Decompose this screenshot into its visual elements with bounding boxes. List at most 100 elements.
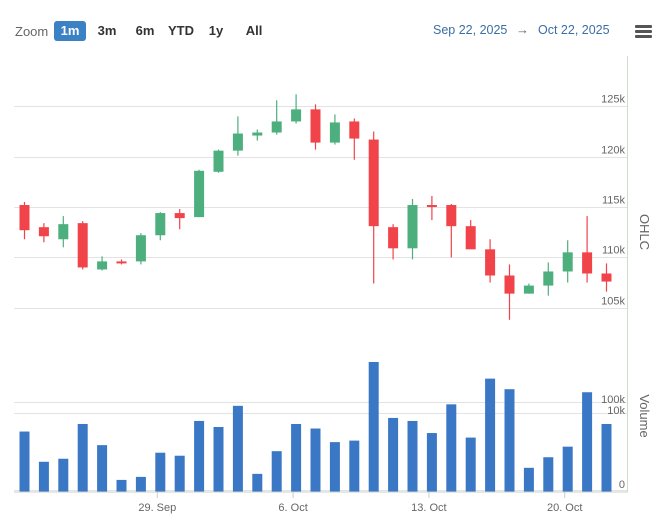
volume-bar (601, 423, 612, 492)
candle-body (426, 205, 437, 208)
candle (58, 216, 69, 248)
candle-body (271, 121, 282, 133)
ohlc-series (19, 94, 612, 320)
ohlc-y-tick-label: 125k (601, 94, 625, 106)
volume-bar (155, 452, 166, 492)
volume-bar (135, 476, 146, 492)
volume-bar (97, 445, 108, 492)
candle-body (562, 252, 573, 272)
candle (38, 223, 49, 243)
candle-body (329, 122, 340, 143)
volume-bar (465, 437, 476, 492)
ohlc-y-tick-label: 120k (601, 145, 625, 157)
volume-axis-label: Volume (637, 394, 652, 437)
zoom-3m-button[interactable]: 3m (97, 23, 117, 38)
range-to-input[interactable]: Oct 22, 2025 (538, 23, 610, 37)
zoom-1y-button[interactable]: 1y (208, 23, 224, 38)
candle-body (601, 273, 612, 282)
x-axis-ticks: 29. Sep 6. Oct 13. Oct 20. Oct (138, 492, 582, 514)
volume-bar (582, 392, 593, 492)
candle (174, 209, 185, 230)
candle-body (465, 226, 476, 250)
candle-body (446, 205, 457, 227)
candle (601, 263, 612, 292)
volume-bar (194, 420, 205, 492)
candle-body (97, 261, 108, 270)
volume-bar (504, 389, 515, 492)
ohlc-axis-label: OHLC (637, 214, 652, 250)
candle (349, 118, 360, 160)
candle (465, 220, 476, 250)
zoom-6m-button[interactable]: 6m (135, 23, 155, 38)
zoom-ytd-button[interactable]: YTD (168, 23, 194, 38)
candle-body (368, 139, 379, 227)
candle-body (310, 109, 321, 143)
candle-body (58, 224, 69, 240)
volume-bar (543, 457, 554, 492)
candle-body (155, 213, 166, 236)
candle (446, 204, 457, 258)
candle-body (38, 227, 49, 237)
ohlc-y-tick-label: 115k (602, 195, 626, 207)
range-from-input[interactable]: Sep 22, 2025 (433, 23, 508, 37)
candle (155, 212, 166, 241)
candle-body (485, 249, 496, 276)
volume-bar (485, 378, 496, 492)
volume-bar (291, 423, 302, 492)
candle-body (213, 150, 224, 172)
candle-body (252, 132, 263, 136)
range-arrow-icon: → (516, 22, 529, 37)
volume-bar (213, 427, 224, 492)
candle (97, 256, 108, 271)
candle (291, 94, 302, 124)
zoom-label: Zoom (15, 24, 49, 39)
volume-bar (523, 467, 534, 492)
candle-body (174, 213, 185, 219)
ohlc-y-ticks: 105k 110k 115k 120k 125k (601, 94, 625, 308)
candle (194, 169, 205, 218)
candle (543, 262, 554, 296)
volume-series (19, 362, 612, 492)
volume-bar (77, 423, 88, 492)
volume-bar (252, 473, 263, 492)
volume-bar (426, 433, 437, 492)
candle (135, 233, 146, 265)
candle-body (135, 235, 146, 262)
candle-body (116, 261, 127, 264)
candle (562, 240, 573, 283)
x-tick-label: 6. Oct (278, 502, 307, 514)
candle-body (504, 275, 515, 294)
candle (116, 259, 127, 265)
candle-body (19, 205, 30, 231)
candle (368, 131, 379, 284)
volume-bar (446, 404, 457, 492)
x-tick-label: 20. Oct (547, 502, 582, 514)
candle (310, 104, 321, 150)
candle-body (388, 227, 399, 249)
hamburger-menu-icon[interactable] (635, 25, 652, 39)
candle (388, 224, 399, 260)
volume-y-tick-label: 0 (619, 479, 625, 491)
candle (329, 114, 340, 145)
candle-body (523, 285, 534, 294)
zoom-all-button[interactable]: All (245, 23, 263, 38)
candle (582, 216, 593, 283)
candle-body (77, 223, 88, 268)
candle (77, 221, 88, 270)
chart-toolbar: Zoom 1m 3m 6m YTD 1y All Sep 22, 2025 → … (0, 0, 657, 48)
volume-bar (19, 431, 30, 492)
volume-bar (388, 417, 399, 492)
volume-bar (116, 479, 127, 492)
volume-bar (232, 405, 243, 492)
volume-bar (368, 362, 379, 492)
zoom-1m-button[interactable]: 1m (54, 21, 86, 41)
volume-bar (407, 420, 418, 492)
volume-bar (38, 461, 49, 492)
candle-body (194, 170, 205, 218)
volume-bar (310, 428, 321, 492)
candle (271, 100, 282, 135)
volume-bar (174, 455, 185, 492)
candle (19, 202, 30, 240)
